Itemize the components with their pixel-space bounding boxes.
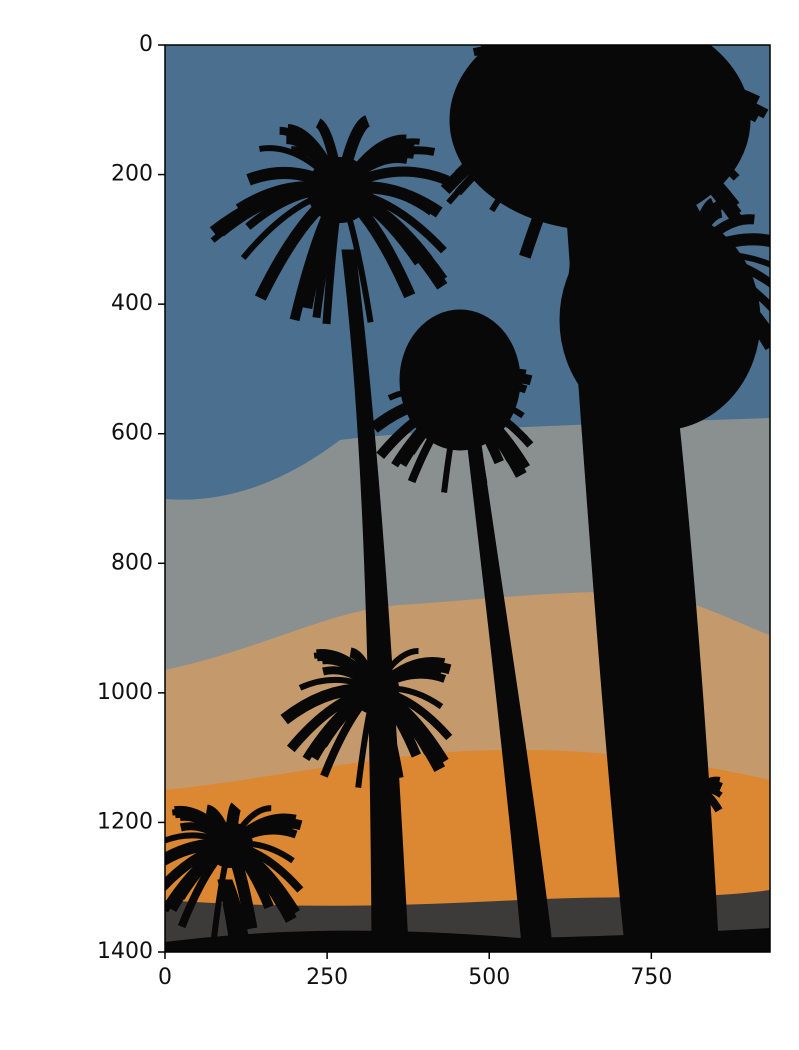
x-tick-label: 750 bbox=[630, 965, 672, 990]
y-tick-label: 1000 bbox=[97, 680, 153, 705]
trunk bbox=[217, 879, 251, 946]
y-tick-label: 0 bbox=[139, 32, 153, 57]
x-tick-label: 500 bbox=[468, 965, 510, 990]
y-tick-label: 800 bbox=[111, 550, 153, 575]
palm-crown bbox=[557, 57, 643, 143]
x-tick-label: 250 bbox=[306, 965, 348, 990]
palm-crown bbox=[662, 232, 718, 288]
palms bbox=[165, 45, 770, 946]
ground bbox=[165, 928, 770, 952]
palm-crown bbox=[350, 665, 400, 715]
x-tick-label: 0 bbox=[158, 965, 172, 990]
y-tick-label: 1200 bbox=[97, 809, 153, 834]
trunk bbox=[639, 299, 719, 941]
trunk bbox=[459, 379, 553, 946]
y-tick-label: 600 bbox=[111, 421, 153, 446]
y-tick-label: 200 bbox=[111, 162, 153, 187]
palm-crown bbox=[207, 822, 253, 868]
palm-crown bbox=[692, 782, 708, 798]
y-tick-label: 1400 bbox=[97, 939, 153, 964]
palm-crown bbox=[307, 157, 373, 223]
y-tick-label: 400 bbox=[111, 291, 153, 316]
image bbox=[165, 45, 770, 952]
axes-frame bbox=[164, 44, 771, 953]
palm-crown bbox=[437, 377, 483, 423]
